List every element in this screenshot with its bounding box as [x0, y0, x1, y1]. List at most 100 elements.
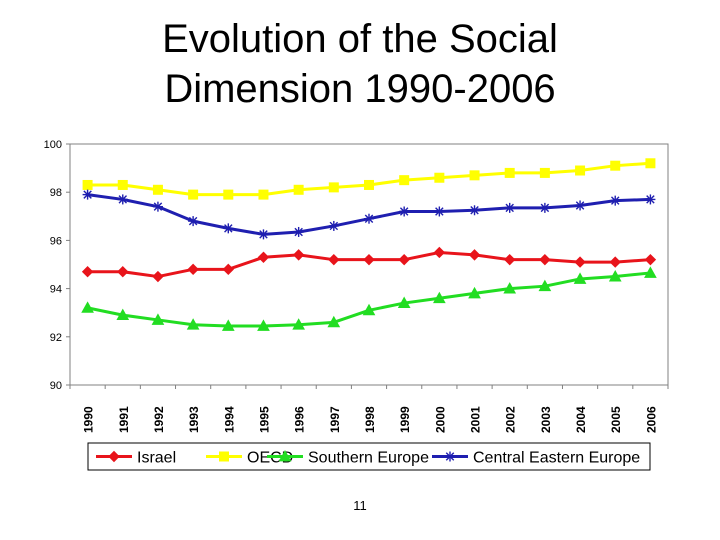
data-point-southern-europe: [538, 279, 552, 292]
data-point-central-eastern-europe: [328, 220, 339, 231]
data-point-israel: [222, 263, 235, 276]
x-tick-label: 2003: [539, 406, 553, 433]
x-tick-label: 1993: [187, 406, 201, 433]
data-point-central-eastern-europe: [152, 201, 163, 212]
data-point-israel: [609, 256, 621, 268]
x-tick-label: 1991: [117, 406, 131, 433]
x-tick-label: 2004: [574, 406, 588, 433]
data-point-israel: [292, 249, 305, 261]
data-point-central-eastern-europe: [434, 206, 445, 217]
data-point-central-eastern-europe: [504, 202, 515, 213]
data-point-central-eastern-europe: [293, 226, 304, 237]
data-point-central-eastern-europe: [82, 189, 93, 200]
data-point-oecd: [293, 184, 304, 195]
data-point-southern-europe: [503, 282, 517, 294]
data-point-southern-europe: [292, 318, 305, 330]
data-point-southern-europe: [151, 313, 165, 325]
x-tick-label: 1995: [257, 406, 271, 433]
x-tick-label: 2001: [469, 406, 483, 433]
data-point-oecd: [469, 170, 480, 181]
data-point-israel: [187, 263, 199, 276]
page-number: 11: [353, 498, 367, 513]
data-point-central-eastern-europe: [575, 200, 586, 211]
data-point-oecd: [152, 184, 163, 195]
data-point-central-eastern-europe: [258, 229, 269, 240]
data-point-southern-europe: [362, 303, 376, 316]
data-point-israel: [328, 253, 340, 266]
data-point-southern-europe: [327, 315, 341, 328]
data-point-southern-europe: [397, 296, 411, 308]
data-point-israel: [117, 266, 129, 278]
x-tick-label: 2000: [433, 406, 447, 433]
series-line-southern-europe: [87, 271, 651, 328]
data-point-southern-europe: [221, 319, 235, 331]
legend-marker-central-eastern-europe: [445, 451, 455, 462]
x-tick-label: 1990: [82, 406, 96, 433]
data-point-southern-europe: [257, 319, 270, 331]
legend-label-israel: Israel: [137, 450, 176, 467]
legend-marker-southern-europe: [278, 449, 292, 462]
data-point-central-eastern-europe: [469, 205, 480, 216]
legend-marker-oecd: [219, 451, 229, 462]
data-point-israel: [363, 253, 375, 266]
data-point-oecd: [399, 175, 410, 186]
y-tick-label: 92: [50, 332, 62, 344]
y-tick-label: 96: [50, 235, 62, 247]
data-point-southern-europe: [433, 291, 446, 304]
data-point-israel: [468, 249, 481, 261]
data-point-israel: [81, 266, 94, 278]
data-point-israel: [152, 270, 164, 283]
data-point-central-eastern-europe: [539, 202, 550, 213]
x-tick-label: 2006: [644, 406, 658, 433]
data-point-israel: [398, 253, 410, 266]
legend-marker-israel: [108, 450, 120, 463]
data-point-central-eastern-europe: [364, 213, 374, 224]
x-tick-label: 1999: [398, 406, 412, 433]
data-point-southern-europe: [116, 308, 130, 321]
data-point-southern-europe: [644, 266, 657, 278]
data-point-oecd: [610, 160, 621, 171]
slide-title-line-1: Evolution of the Social: [162, 17, 558, 61]
data-point-israel: [433, 246, 446, 259]
data-point-central-eastern-europe: [117, 194, 128, 205]
data-point-central-eastern-europe: [188, 216, 199, 227]
data-point-central-eastern-europe: [645, 194, 656, 205]
legend-label-southern-europe: Southern Europe: [308, 450, 429, 467]
data-point-oecd: [328, 182, 339, 193]
data-point-central-eastern-europe: [610, 195, 621, 206]
data-point-central-eastern-europe: [399, 206, 410, 217]
data-point-oecd: [364, 179, 374, 190]
y-tick-label: 90: [50, 380, 62, 392]
data-point-oecd: [434, 172, 445, 183]
plot-area: [69, 143, 669, 386]
data-point-southern-europe: [468, 286, 481, 299]
data-point-oecd: [188, 189, 199, 200]
x-tick-label: 1994: [222, 406, 236, 433]
data-point-israel: [503, 253, 516, 266]
data-point-oecd: [504, 167, 515, 178]
x-tick-label: 1992: [152, 406, 166, 433]
data-point-southern-europe: [573, 272, 587, 284]
data-point-oecd: [645, 158, 656, 169]
y-tick-label: 94: [50, 284, 62, 296]
data-point-oecd: [223, 189, 234, 200]
slide-title-line-2: Dimension 1990-2006: [164, 67, 556, 111]
data-point-central-eastern-europe: [223, 223, 234, 234]
y-tick-label: 100: [44, 139, 62, 151]
data-point-oecd: [258, 189, 269, 200]
data-point-oecd: [539, 167, 550, 178]
data-point-oecd: [117, 179, 128, 190]
data-point-oecd: [82, 179, 93, 190]
legend-label-central-eastern-europe: Central Eastern Europe: [473, 450, 640, 467]
x-tick-label: 1997: [328, 406, 342, 433]
legend: [87, 442, 651, 471]
y-tick-label: 98: [50, 187, 62, 199]
data-point-southern-europe: [186, 318, 200, 330]
data-point-oecd: [575, 165, 586, 176]
x-tick-label: 2002: [504, 406, 518, 433]
x-tick-label: 1998: [363, 406, 377, 433]
slide-title: Evolution of the Social Dimension 1990-2…: [0, 14, 720, 114]
data-point-israel: [574, 256, 586, 268]
data-point-southern-europe: [81, 301, 94, 313]
